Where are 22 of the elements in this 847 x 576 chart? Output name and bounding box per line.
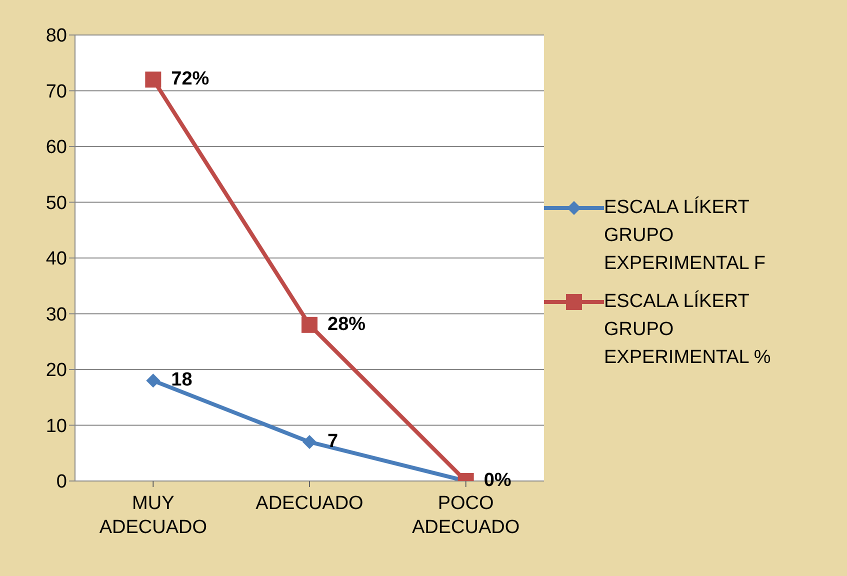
legend-label: ESCALA LÍKERT GRUPO EXPERIMENTAL F	[604, 196, 767, 276]
x-tick-label: ADECUADO	[256, 493, 364, 514]
point	[302, 316, 318, 333]
data-label: 28%	[328, 314, 366, 335]
y-tick-label: 10	[46, 416, 67, 437]
y-tick-label: 80	[46, 26, 67, 47]
x-tick-label: POCO ADECUADO	[412, 493, 520, 538]
y-tick-label: 20	[46, 360, 67, 382]
y-tick-label: 0	[56, 472, 67, 493]
y-tick-label: 60	[46, 137, 67, 158]
y-tick-label: 30	[46, 304, 67, 326]
y-tick-label: 50	[46, 192, 67, 214]
x-tick-label: MUY ADECUADO	[99, 493, 208, 538]
legend-label: ESCALA LÍKERT GRUPO EXPERIMENTAL %	[604, 290, 772, 370]
point	[145, 72, 162, 88]
y-tick-label: 40	[46, 248, 67, 270]
data-label: 0%	[484, 470, 512, 491]
data-label: 72%	[171, 68, 210, 90]
data-label: 18	[171, 370, 192, 391]
point	[146, 374, 160, 388]
point	[302, 434, 316, 449]
y-tick-label: 70	[46, 81, 67, 102]
